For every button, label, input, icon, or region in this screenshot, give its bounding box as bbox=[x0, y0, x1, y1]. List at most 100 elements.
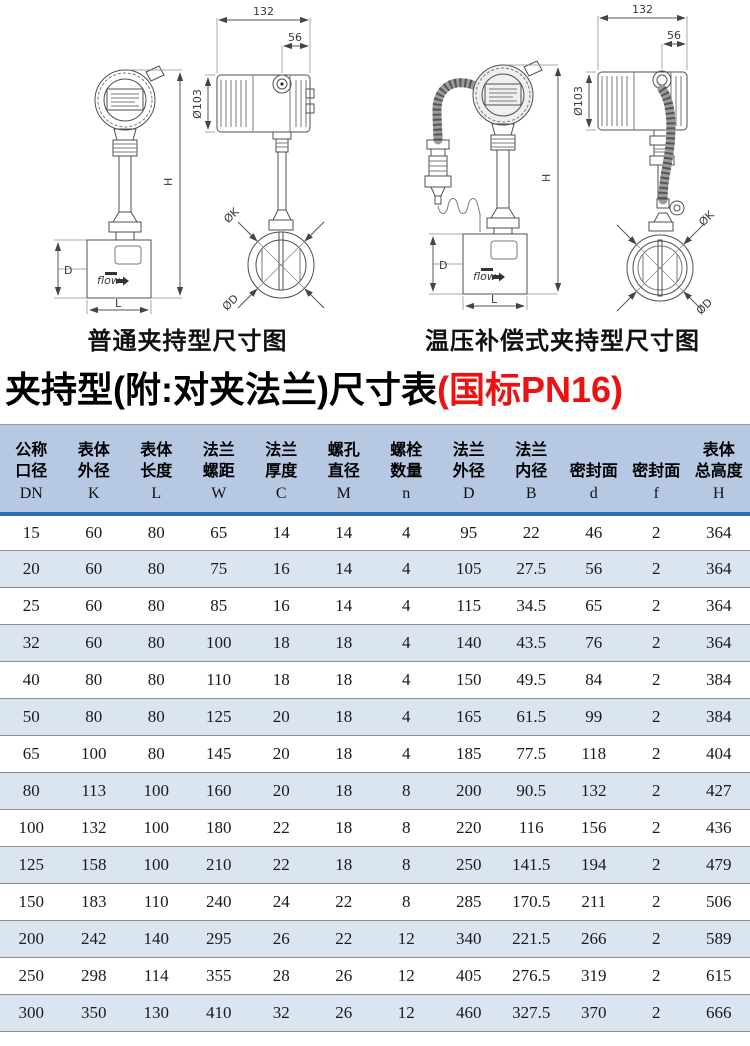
table-cell: 384 bbox=[687, 661, 750, 699]
table-cell: 18 bbox=[312, 772, 375, 810]
table-cell: 100 bbox=[0, 809, 63, 847]
table-header: 公称 口径 DN 表体 外径 K 表体 长度 L 法兰 螺距 W 法兰 厚度 C 螺孔 直径 M 螺栓 数量 n 法兰 外径… bbox=[0, 424, 750, 516]
dim-label-dia103: Ø103 bbox=[191, 89, 204, 119]
table-cell: 436 bbox=[687, 809, 750, 847]
flow-label: flow bbox=[473, 270, 496, 283]
header-row: 公称 口径 DN 表体 外径 K 表体 长度 L 法兰 螺距 W 法兰 厚度 C 螺孔 直径 M 螺栓 数量 n 法兰 外径… bbox=[0, 424, 750, 516]
table-cell: 113 bbox=[62, 772, 125, 810]
column-header: 螺栓 数量 n bbox=[375, 424, 438, 516]
table-cell: 132 bbox=[562, 772, 625, 810]
table-row: 250 298 114 355 28 26 12 405 276.5 319 2 615 bbox=[0, 957, 750, 995]
column-header: 表体 总高度 H bbox=[687, 424, 750, 516]
table-cell: 266 bbox=[562, 920, 625, 958]
table-cell: 170.5 bbox=[500, 883, 563, 921]
table-cell: 298 bbox=[62, 957, 125, 995]
table-cell: 150 bbox=[0, 883, 63, 921]
table-cell: 2 bbox=[625, 772, 688, 810]
table-cell: 14 bbox=[335, 522, 353, 542]
table-cell: 43.5 bbox=[500, 624, 563, 662]
table-cell: 115 bbox=[437, 587, 500, 625]
table-cell: 242 bbox=[62, 920, 125, 958]
table-cell: 221.5 bbox=[500, 920, 563, 958]
table-cell: 80 bbox=[125, 735, 188, 773]
table-cell: 276.5 bbox=[500, 957, 563, 995]
table-cell: 80 bbox=[125, 550, 188, 588]
table-cell: 4 bbox=[375, 587, 438, 625]
table-cell: 327.5 bbox=[500, 994, 563, 1032]
table-cell: 194 bbox=[562, 846, 625, 884]
dim-56: 56 bbox=[281, 31, 309, 73]
dim-diaK: ØK bbox=[616, 208, 717, 312]
table-cell: 75 bbox=[187, 550, 250, 588]
dim-D: D bbox=[54, 239, 87, 299]
dim-L: L bbox=[86, 297, 152, 314]
dim-label-diaK: ØK bbox=[696, 208, 717, 229]
table-cell: 27.5 bbox=[500, 550, 563, 588]
table-cell: 250 bbox=[437, 846, 500, 884]
column-header: 法兰 内径 B bbox=[500, 424, 563, 516]
table-cell: 20 bbox=[250, 772, 313, 810]
column-header: 密封面 d bbox=[562, 424, 625, 516]
dim-label-132: 132 bbox=[253, 5, 274, 18]
table-cell: 2 bbox=[625, 624, 688, 662]
table-row: 50 80 80 125 20 18 4 165 61.5 99 2 384 bbox=[0, 698, 750, 736]
table-cell: 250 bbox=[0, 957, 63, 995]
table-cell: 90.5 bbox=[500, 772, 563, 810]
dim-D: D bbox=[429, 233, 463, 295]
dim-dia103: Ø103 bbox=[572, 71, 596, 131]
table-cell: 180 bbox=[187, 809, 250, 847]
table-cell: 4 bbox=[375, 624, 438, 662]
table-row: 100 132 100 180 22 18 8 220 116 156 2 436 bbox=[0, 809, 750, 847]
table-cell: 165 bbox=[437, 698, 500, 736]
table-cell: 410 bbox=[187, 994, 250, 1032]
table-cell: 18 bbox=[312, 624, 375, 662]
table-cell: 2 bbox=[625, 587, 688, 625]
dim-label-H: H bbox=[540, 174, 553, 182]
dim-H: H bbox=[128, 69, 184, 299]
column-header: 密封面 f bbox=[625, 424, 688, 516]
table-cell: 211 bbox=[562, 883, 625, 921]
table-cell: 145 bbox=[187, 735, 250, 773]
table-cell: 49.5 bbox=[500, 661, 563, 699]
table-cell: 20 bbox=[250, 735, 313, 773]
table-cell: 22 bbox=[250, 809, 313, 847]
dim-56: 56 bbox=[661, 29, 686, 69]
table-cell: 427 bbox=[687, 772, 750, 810]
table-cell: 12 bbox=[375, 957, 438, 995]
table-cell: 355 bbox=[187, 957, 250, 995]
table-cell: 158 bbox=[62, 846, 125, 884]
table-cell: 26 bbox=[312, 994, 375, 1032]
table-cell: 156 bbox=[562, 809, 625, 847]
table-cell: 2 bbox=[625, 809, 688, 847]
table-cell: 18 bbox=[312, 735, 375, 773]
column-header: 表体 长度 L bbox=[125, 424, 188, 516]
table-cell: 4 bbox=[375, 698, 438, 736]
table-cell: 589 bbox=[687, 920, 750, 958]
dimension-table: 公称 口径 DN 表体 外径 K 表体 长度 L 法兰 螺距 W 法兰 厚度 C 螺孔 直径 M 螺栓 数量 n 法兰 外径… bbox=[0, 424, 750, 1032]
table-cell: 364 bbox=[687, 550, 750, 588]
drawing-compensated-clamp-type: flow D L H bbox=[424, 3, 717, 317]
table-cell: 95 bbox=[460, 522, 478, 542]
table-cell: 125 bbox=[0, 846, 63, 884]
table-cell: 350 bbox=[62, 994, 125, 1032]
dim-label-L: L bbox=[115, 297, 122, 310]
table-cell: 32 bbox=[0, 624, 63, 662]
front-view: flow bbox=[86, 65, 165, 299]
table-cell: 99 bbox=[562, 698, 625, 736]
table-cell: 16 bbox=[250, 587, 313, 625]
table-cell: 2 bbox=[625, 661, 688, 699]
table-cell: 100 bbox=[125, 809, 188, 847]
table-cell: 16 bbox=[250, 550, 313, 588]
title-black-part: 夹持型(附:对夹法兰)尺寸表 bbox=[5, 369, 437, 410]
table-cell: 65 bbox=[210, 522, 228, 542]
table-cell: 4 bbox=[402, 522, 411, 542]
table-row: 25 60 80 85 16 14 4 115 34.5 65 2 364 bbox=[0, 587, 750, 625]
table-cell: 80 bbox=[125, 587, 188, 625]
table-cell: 2 bbox=[625, 735, 688, 773]
table-cell: 125 bbox=[187, 698, 250, 736]
dim-label-L: L bbox=[491, 293, 498, 306]
side-view bbox=[597, 70, 694, 302]
table-cell: 2 bbox=[625, 994, 688, 1032]
table-cell: 80 bbox=[62, 698, 125, 736]
